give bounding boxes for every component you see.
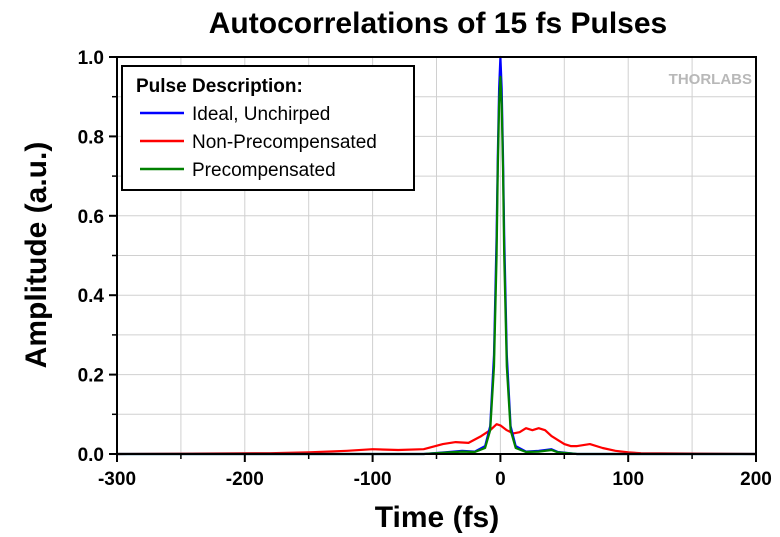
x-tick-label: -100 (354, 469, 392, 490)
legend: Pulse Description: Ideal, Unchirped Non-P… (121, 65, 415, 191)
thorlabs-logo: THORLABS (669, 71, 752, 88)
y-tick-label: 0.8 (78, 127, 104, 148)
series-line-non-precompensated (116, 423, 757, 456)
y-axis-label: Amplitude (a.u.) (20, 142, 53, 369)
legend-label: Ideal, Unchirped (192, 104, 330, 125)
legend-label: Non-Precompensated (192, 132, 377, 153)
tick-labels: -300 -200 -100 0 100 200 0.0 0.2 0.4 0.6 0.8 1.0 (78, 48, 772, 490)
x-tick-label: -300 (98, 469, 136, 490)
chart-title: Autocorrelations of 15 fs Pulses (209, 7, 667, 40)
x-tick-label: -200 (226, 469, 264, 490)
y-tick-label: 0.6 (78, 207, 104, 228)
legend-title: Pulse Description: (136, 76, 303, 97)
x-axis-label: Time (fs) (375, 501, 499, 534)
y-tick-label: 1.0 (78, 48, 104, 69)
series-layer (116, 55, 757, 456)
x-tick-label: 0 (495, 469, 506, 490)
ticks (109, 56, 757, 462)
legend-entries: Ideal, Unchirped Non-Precompensated Precom… (140, 104, 377, 181)
y-tick-label: 0.4 (78, 286, 105, 307)
y-tick-label: 0.2 (78, 366, 104, 387)
legend-label: Precompensated (192, 160, 336, 181)
x-tick-label: 100 (612, 469, 644, 490)
y-tick-label: 0.0 (78, 445, 104, 466)
x-tick-label: 200 (740, 469, 772, 490)
series-line-precompensated (117, 75, 756, 456)
